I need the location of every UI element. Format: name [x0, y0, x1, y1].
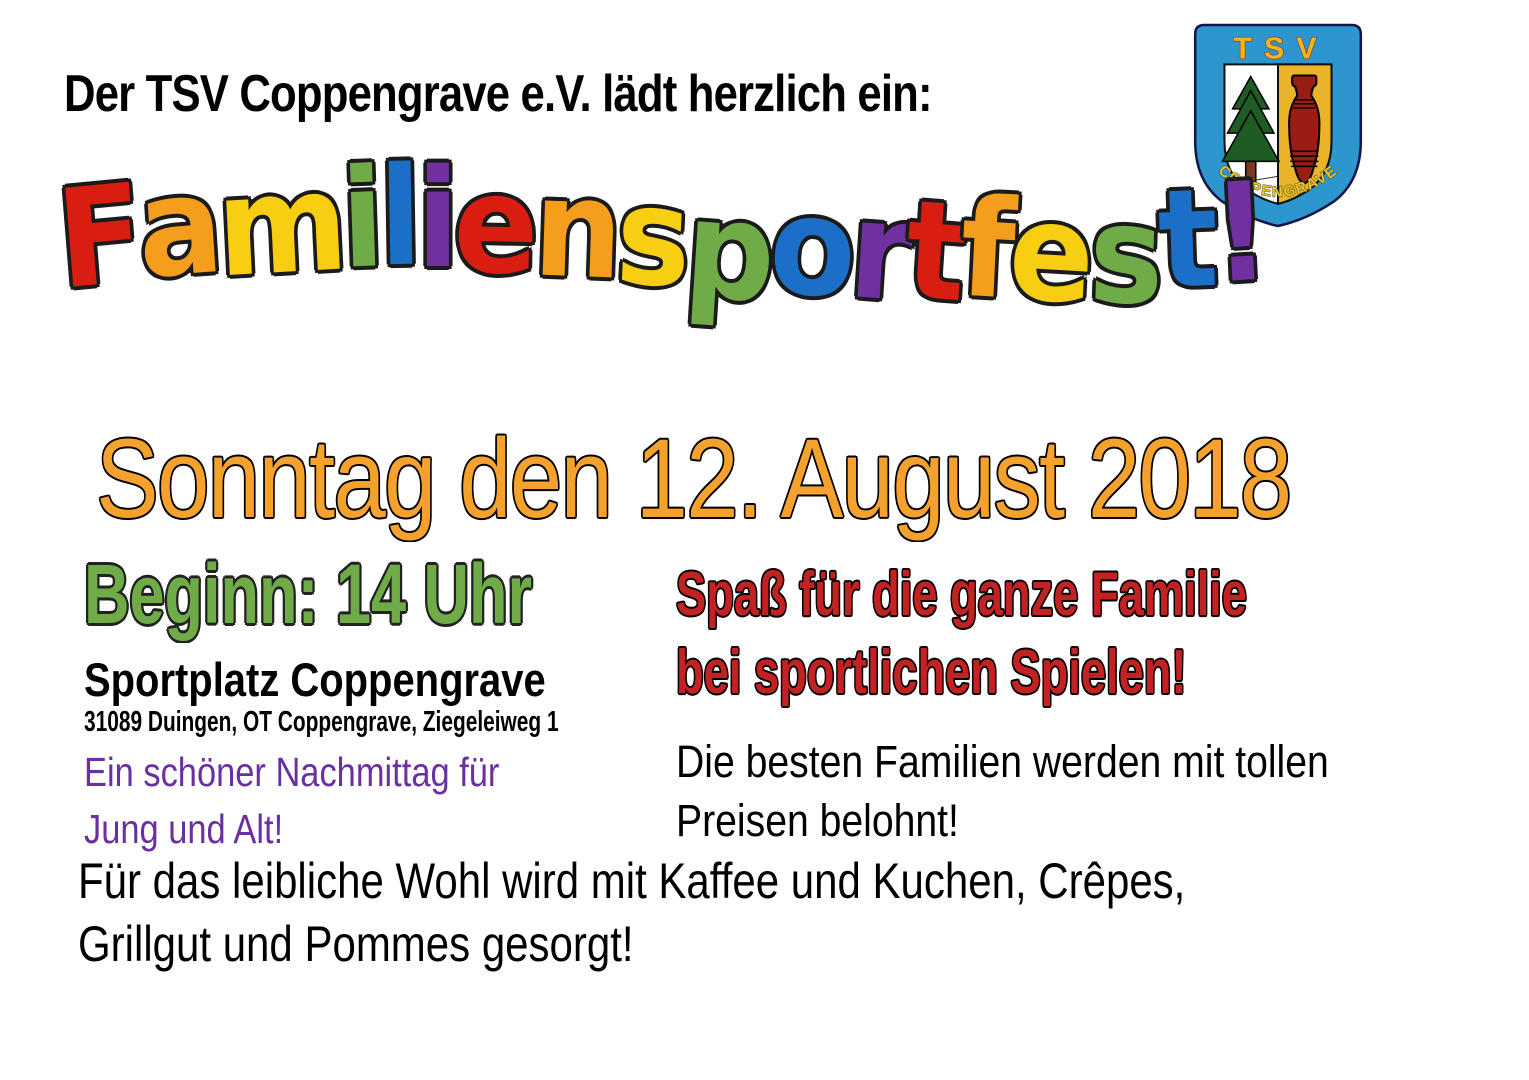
venue-address: 31089 Duingen, OT Coppengrave, Ziegeleiw… [84, 706, 559, 738]
rainbow-title: Familiensportfest! [52, 139, 1364, 408]
venue-name: Sportplatz Coppengrave [84, 653, 546, 706]
title-letter: p [680, 170, 775, 334]
title-letter: f [956, 169, 1014, 331]
title-letter: F [51, 155, 145, 321]
date-line: Sonntag den 12. August 2018 [96, 416, 1292, 541]
club-logo: TSV COPPENGRAVE [1192, 22, 1364, 229]
food-note-line2: Grillgut und Pommes gesorgt! [78, 916, 634, 972]
prize-note-line2: Preisen belohnt! [676, 795, 959, 846]
prize-note: Die besten Familien werden mit tollen Pr… [676, 732, 1329, 850]
title-letter: t [901, 171, 966, 333]
title-letter: m [213, 143, 346, 309]
title-letter: s [1086, 175, 1161, 337]
fun-slogan-line2: bei sportlichen Spielen! [676, 638, 1187, 707]
title-letter: a [132, 146, 222, 310]
tree-trunk [1244, 160, 1257, 183]
afternoon-note: Ein schöner Nachmittag für Jung und Alt! [84, 744, 499, 858]
food-note: Für das leibliche Wohl wird mit Kaffee u… [78, 850, 1185, 976]
title-letter: e [452, 146, 535, 306]
title-letter: e [1005, 172, 1093, 336]
title-letter: o [764, 166, 856, 330]
title-letter: n [530, 149, 620, 311]
prize-note-line1: Die besten Familien werden mit tollen [676, 736, 1329, 787]
fun-slogan-line1: Spaß für die ganze Familie [676, 560, 1247, 629]
title-letter: t [1155, 160, 1215, 320]
title-letter: ! [1208, 153, 1268, 315]
vase-rings [1290, 98, 1319, 168]
header-invite: Der TSV Coppengrave e.V. lädt herzlich e… [64, 65, 933, 123]
title-letter: r [845, 171, 912, 333]
fun-slogan: Spaß für die ganze Familie bei sportlich… [676, 556, 1247, 712]
title-letter: i [339, 140, 382, 300]
food-note-line1: Für das leibliche Wohl wird mit Kaffee u… [78, 853, 1186, 909]
begin-time: Beginn: 14 Uhr [84, 547, 533, 641]
ground-line [1228, 175, 1278, 186]
title-letter: l [377, 138, 418, 298]
crest-club-name: TSV [1233, 32, 1328, 65]
club-crest-image: TSV COPPENGRAVE [1193, 23, 1363, 228]
afternoon-note-line1: Ein schöner Nachmittag für [84, 749, 500, 795]
title-letter: i [416, 141, 459, 299]
title-letter: s [613, 157, 690, 319]
afternoon-note-line2: Jung und Alt! [84, 806, 284, 852]
